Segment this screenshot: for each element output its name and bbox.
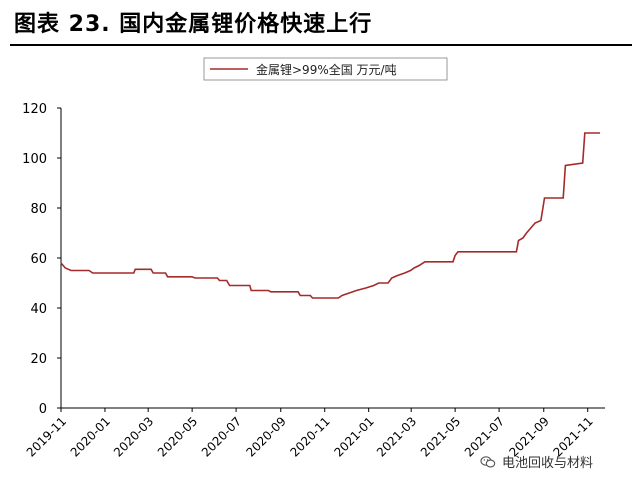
cropped-footer-text — [0, 480, 640, 488]
x-tick-label: 2021-01 — [331, 414, 376, 459]
x-tick-label: 2020-07 — [199, 414, 244, 459]
legend-box — [203, 57, 448, 81]
y-tick-label: 80 — [30, 202, 47, 217]
x-tick-label: 2020-09 — [244, 414, 289, 459]
y-axis-ticks: 0 20 40 60 80 100 120 — [22, 102, 61, 417]
x-tick-label: 2021-03 — [374, 414, 419, 459]
legend-label: 金属锂>99%全国 万元/吨 — [256, 62, 397, 77]
x-tick-label: 2021-05 — [418, 414, 463, 459]
title-divider — [10, 44, 632, 46]
x-tick-label: 2019-11 — [24, 414, 69, 459]
legend: 金属锂>99%全国 万元/吨 — [203, 57, 448, 81]
x-tick-label: 2020-03 — [111, 414, 156, 459]
x-tick-label: 2020-05 — [155, 414, 200, 459]
y-tick-label: 20 — [30, 352, 47, 367]
y-tick-label: 60 — [30, 252, 47, 267]
figure-title: 图表 23. 国内金属锂价格快速上行 — [14, 12, 373, 37]
x-tick-label: 2020-11 — [287, 414, 332, 459]
watermark-text: 电池回收与材料 — [502, 456, 594, 471]
y-tick-label: 120 — [22, 102, 47, 117]
watermark: 电池回收与材料 — [480, 452, 593, 471]
y-tick-label: 40 — [30, 302, 47, 317]
x-tick-label: 2020-01 — [68, 414, 113, 459]
wechat-icon — [480, 455, 496, 467]
y-tick-label: 0 — [39, 402, 47, 417]
y-tick-label: 100 — [22, 152, 47, 167]
series-line-lithium-price — [60, 132, 600, 299]
axes — [60, 108, 605, 409]
